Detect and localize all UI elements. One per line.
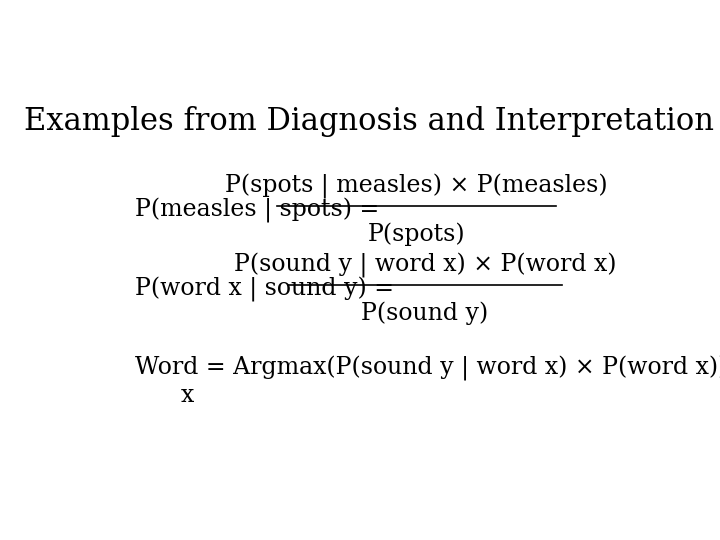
Text: Word = Argmax(P(sound y | word x) × P(word x)): Word = Argmax(P(sound y | word x) × P(wo…	[135, 356, 720, 381]
Text: P(spots): P(spots)	[368, 222, 465, 246]
Text: P(measles | spots) =: P(measles | spots) =	[135, 198, 379, 223]
Text: Examples from Diagnosis and Interpretation: Examples from Diagnosis and Interpretati…	[24, 106, 714, 137]
Text: P(sound y): P(sound y)	[361, 302, 488, 325]
Text: P(spots | measles) × P(measles): P(spots | measles) × P(measles)	[225, 174, 608, 199]
Text: P(word x | sound y) =: P(word x | sound y) =	[135, 277, 394, 302]
Text: x: x	[181, 384, 194, 407]
Text: P(sound y | word x) × P(word x): P(sound y | word x) × P(word x)	[233, 253, 616, 278]
